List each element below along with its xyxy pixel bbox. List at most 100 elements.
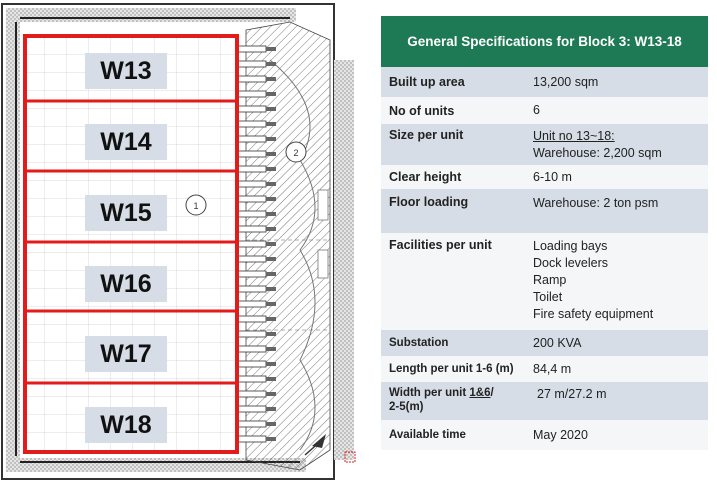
site-plan: 1 2 W13 W14 W15 W16 W17 W18 xyxy=(1,3,356,480)
facility-item: Dock levelers xyxy=(533,256,609,270)
dock-leveler xyxy=(266,77,276,81)
row-floor-loading: Floor loading Warehouse: 2 ton psm xyxy=(381,189,708,233)
building-grid xyxy=(25,36,237,452)
dock-leveler xyxy=(266,302,276,306)
dock-leveler xyxy=(266,242,276,246)
dock-leveler xyxy=(266,257,276,261)
dock-bay xyxy=(237,330,267,338)
facility-item: Toilet xyxy=(533,290,563,304)
dock-bay xyxy=(237,255,267,263)
marker-2: 2 xyxy=(285,141,307,163)
label-facilities: Facilities per unit xyxy=(389,238,492,252)
dock-leveler xyxy=(266,92,276,96)
dock-bay xyxy=(237,120,267,128)
facility-item: Ramp xyxy=(533,273,567,287)
dock-leveler xyxy=(266,227,276,231)
value-size-warehouse: Warehouse: 2,200 sqm xyxy=(533,146,662,160)
dock-bays xyxy=(237,45,276,443)
svg-text:1: 1 xyxy=(193,201,198,211)
value-length-per-unit: 84,4 m xyxy=(533,361,572,376)
value-width-per-unit: 27 m/27.2 m xyxy=(537,387,607,401)
value-built-up-area: 13,200 sqm xyxy=(533,74,599,89)
dock-bay xyxy=(237,180,267,188)
facility-item: Fire safety equipment xyxy=(533,307,654,321)
svg-text:2: 2 xyxy=(293,148,298,158)
dock-leveler xyxy=(266,182,276,186)
marker-1: 1 xyxy=(185,194,207,216)
row-size-per-unit: Size per unit Unit no 13~18: Warehouse: … xyxy=(381,124,708,165)
unit-label-w15: W15 xyxy=(85,195,167,231)
dock-bay xyxy=(237,105,267,113)
value-floor-loading: Warehouse: 2 ton psm xyxy=(533,196,659,210)
dock-leveler xyxy=(266,392,276,396)
dock-leveler xyxy=(266,347,276,351)
value-no-of-units: 6 xyxy=(533,103,540,117)
dock-bay xyxy=(237,60,267,68)
label-available-time: Available time xyxy=(389,429,466,441)
dock-leveler xyxy=(266,272,276,276)
dock-bay xyxy=(237,135,267,143)
row-built-up-area: Built up area 13,200 sqm xyxy=(381,67,708,97)
dock-bay xyxy=(237,150,267,158)
dock-bay xyxy=(237,345,267,353)
dock-bay xyxy=(237,90,267,98)
dock-bay xyxy=(237,285,267,293)
dock-bay xyxy=(237,45,267,53)
label-no-of-units: No of units xyxy=(389,103,455,118)
spec-table: General Specifications for Block 3: W13-… xyxy=(381,16,708,450)
label-clear-height: Clear height xyxy=(389,170,462,184)
dock-bay xyxy=(237,75,267,83)
dock-bay xyxy=(237,375,267,383)
row-no-of-units: No of units 6 xyxy=(381,97,708,124)
dock-bay xyxy=(237,225,267,233)
dock-bay xyxy=(237,210,267,218)
row-width-per-unit: Width per unit 1&6/ 2-5(m) 27 m/27.2 m xyxy=(381,382,708,420)
dock-bay xyxy=(237,405,267,413)
label-width-units: 1&6 xyxy=(469,387,491,399)
facilities-list: Loading bays Dock levelers Ramp Toilet F… xyxy=(533,238,708,330)
dock-leveler xyxy=(266,62,276,66)
row-available-time: Available time May 2020 xyxy=(381,420,708,450)
north-arrow-icon xyxy=(304,434,326,456)
dock-leveler xyxy=(266,407,276,411)
dock-leveler xyxy=(266,122,276,126)
dock-leveler xyxy=(266,362,276,366)
dock-leveler xyxy=(266,47,276,51)
label-width-units-2: 2-5(m) xyxy=(389,401,424,413)
dock-bay xyxy=(237,195,267,203)
value-available-time: May 2020 xyxy=(533,427,588,442)
row-facilities: Facilities per unit Loading bays Dock le… xyxy=(381,233,708,330)
dock-leveler xyxy=(266,422,276,426)
unit-label-w14: W14 xyxy=(85,124,167,160)
dock-bay xyxy=(237,300,267,308)
unit-outline xyxy=(23,34,239,454)
label-length-per-unit: Length per unit 1-6 (m) xyxy=(389,363,514,375)
label-width-per-unit: Width per unit 1&6/ 2-5(m) xyxy=(381,386,533,420)
label-size-per-unit: Size per unit xyxy=(389,128,464,142)
dock-bay xyxy=(237,240,267,248)
value-clear-height: 6-10 m xyxy=(533,169,572,184)
unit-label-w18: W18 xyxy=(85,407,167,443)
label-width-slash: / xyxy=(490,387,494,399)
label-built-up-area: Built up area xyxy=(389,75,465,89)
spec-title: General Specifications for Block 3: W13-… xyxy=(381,16,708,67)
dock-bay xyxy=(237,270,267,278)
facility-item: Loading bays xyxy=(533,239,608,253)
dock-bay xyxy=(237,315,267,323)
dock-bay xyxy=(237,435,267,443)
label-floor-loading: Floor loading xyxy=(389,195,469,209)
dock-leveler xyxy=(266,317,276,321)
dock-leveler xyxy=(266,137,276,141)
dock-bay xyxy=(237,360,267,368)
dock-leveler xyxy=(266,377,276,381)
row-substation: Substation 200 KVA xyxy=(381,330,708,356)
dock-leveler xyxy=(266,332,276,336)
dock-leveler xyxy=(266,287,276,291)
unit-label-w13: W13 xyxy=(85,53,167,89)
dock-leveler xyxy=(266,152,276,156)
unit-label-w17: W17 xyxy=(85,336,167,372)
dock-bay xyxy=(237,165,267,173)
loading-yard xyxy=(245,21,331,471)
unit-label-w16: W16 xyxy=(85,266,167,302)
site-boundary xyxy=(1,3,354,480)
